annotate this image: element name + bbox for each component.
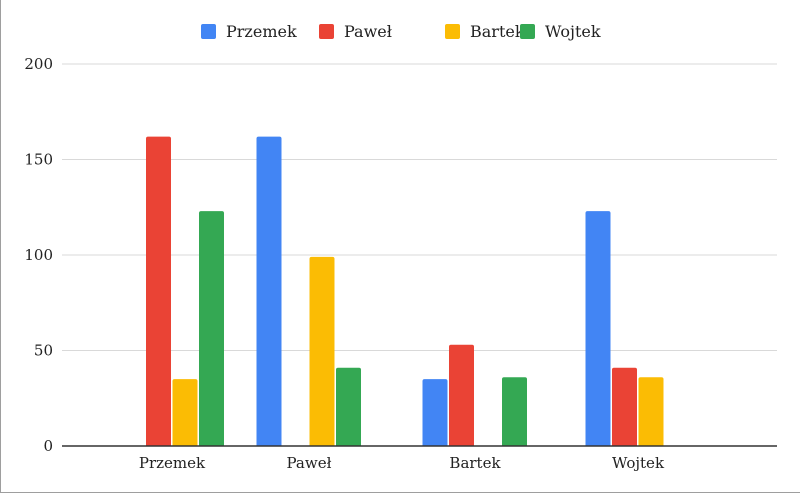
x-tick-label: Przemek — [139, 454, 206, 472]
legend-label: Przemek — [226, 22, 297, 41]
legend-label: Paweł — [344, 22, 392, 41]
bar-paweł-wojtek — [336, 367, 361, 446]
gridlines — [62, 63, 777, 351]
bar-paweł-przemek — [256, 136, 282, 446]
bar-bartek-paweł — [449, 344, 474, 446]
y-tick-label: 100 — [24, 246, 53, 264]
y-tick-label: 200 — [24, 55, 53, 73]
y-axis-tick-labels: 0 50 100 150 200 — [24, 55, 53, 455]
legend: Przemek Paweł Bartek Wojtek — [201, 22, 601, 41]
y-tick-label: 50 — [34, 342, 53, 360]
bar-wojtek-paweł — [612, 367, 637, 446]
bar-przemek-bartek — [172, 379, 198, 446]
x-tick-label: Bartek — [449, 454, 501, 472]
legend-swatch — [445, 24, 460, 39]
y-tick-label: 0 — [43, 437, 53, 455]
bar-przemek-paweł — [146, 136, 171, 446]
bar-bartek-przemek — [422, 379, 448, 446]
x-axis-tick-labels: Przemek Paweł Bartek Wojtek — [139, 454, 665, 472]
legend-swatch — [520, 24, 535, 39]
x-tick-label: Paweł — [287, 454, 332, 472]
legend-label: Wojtek — [545, 22, 601, 41]
bar-wojtek-bartek — [638, 377, 664, 446]
bar-paweł-bartek — [309, 256, 335, 446]
bar-przemek-wojtek — [199, 211, 224, 446]
bar-wojtek-przemek — [585, 211, 611, 446]
y-tick-label: 150 — [24, 151, 53, 169]
x-tick-label: Wojtek — [612, 454, 665, 472]
legend-swatch — [319, 24, 334, 39]
bars — [146, 136, 664, 446]
legend-label: Bartek — [470, 22, 525, 41]
legend-swatch — [201, 24, 216, 39]
bar-bartek-wojtek — [502, 377, 527, 446]
